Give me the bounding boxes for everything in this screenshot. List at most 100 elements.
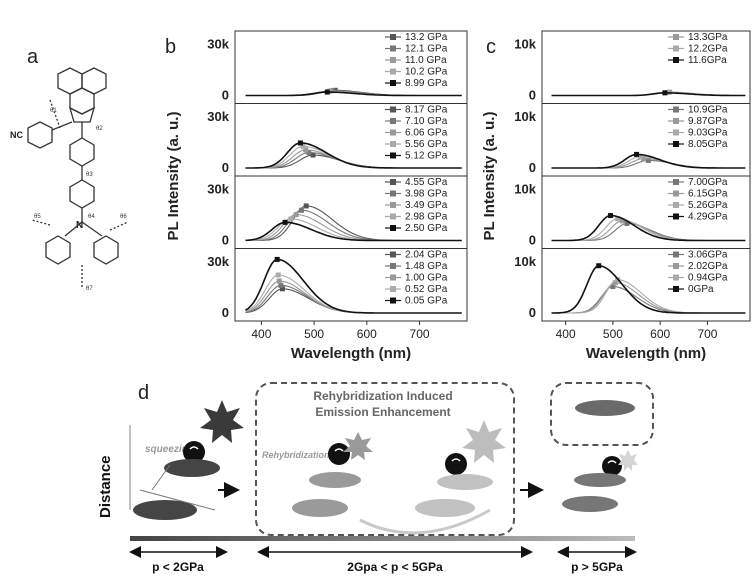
legend-entry: 9.03GPa [688, 128, 728, 139]
emission-star-light [462, 420, 506, 463]
legend-marker [673, 202, 679, 208]
x-tick-label: 700 [697, 327, 717, 341]
legend-entry: 10.2 GPa [405, 67, 448, 78]
y-tick-label: 0 [529, 88, 536, 103]
lower-ellipse-4 [562, 496, 618, 512]
legend-entry: 2.50 GPa [405, 223, 448, 234]
legend-entry: 0.94GPa [688, 273, 728, 284]
panel-letter-d: d [138, 382, 150, 404]
legend-marker [390, 297, 396, 304]
legend-entry: 1.00 GPa [405, 273, 448, 284]
peak-marker [637, 154, 643, 160]
legend-entry: 8.05GPa [688, 139, 728, 150]
squeezing-label: squeezing [145, 444, 194, 455]
y-tick-label: 0 [529, 233, 536, 248]
legend-entry: 0GPa [688, 284, 714, 295]
theta-7: θ7 [86, 286, 93, 292]
molecule-structure: NC N θ1 θ2 θ3 θ4 θ5 θ6 θ7 [10, 67, 129, 292]
emission-star-dark [200, 400, 244, 443]
peak-marker [608, 213, 614, 219]
y-tick-label: 30k [207, 181, 229, 196]
panel-letter-a: a [27, 46, 39, 68]
legend-entry: 7.00GPa [688, 177, 728, 188]
peak-marker [662, 90, 668, 96]
box-title-line1: Rehybridization Induced [313, 389, 452, 403]
spectrum-line [245, 91, 462, 97]
legend-marker [390, 263, 396, 269]
legend-entry: 13.3GPa [688, 32, 728, 43]
peak-marker [612, 280, 618, 286]
legend-entry: 0.52 GPa [405, 284, 448, 295]
upper-ellipse-2 [309, 472, 361, 488]
range-mid: 2Gpa < p < 5GPa [347, 560, 443, 574]
peak-marker [641, 156, 647, 162]
legend-marker [673, 190, 679, 197]
spectrum-line [245, 142, 462, 169]
legend-marker [390, 286, 396, 292]
y-tick-label: 0 [529, 160, 536, 175]
excited-molecule-2 [328, 443, 350, 465]
spectrum-line [551, 264, 746, 314]
y-axis-title: PL Intensity (a. u.) [165, 112, 182, 241]
legend-entry: 4.55 GPa [405, 177, 448, 188]
x-tick-label: 600 [650, 327, 670, 341]
legend-marker [390, 202, 396, 208]
pressure-gradient-bar [130, 536, 635, 541]
peak-marker [282, 219, 288, 225]
theta-2: θ2 [96, 126, 103, 132]
legend-entry: 12.2GPa [688, 44, 728, 55]
legend-entry: 5.56 GPa [405, 139, 448, 150]
legend-marker [390, 80, 396, 86]
legend-entry: 3.98 GPa [405, 189, 448, 200]
emission-star-faint [618, 450, 638, 471]
y-tick-label: 10k [514, 109, 536, 124]
x-axis-title: Wavelength (nm) [586, 345, 706, 362]
peak-marker [645, 157, 651, 163]
theta-1: θ1 [50, 108, 57, 114]
peak-marker [615, 216, 621, 222]
x-axis-title: Wavelength (nm) [291, 345, 411, 362]
legend-marker [673, 286, 679, 292]
rehybridization-box [255, 382, 515, 536]
legend-marker [390, 106, 396, 113]
peak-marker [634, 151, 640, 157]
spectrum-line [551, 222, 746, 242]
legend-entry: 2.98 GPa [405, 212, 448, 223]
peak-marker [619, 218, 625, 224]
y-tick-label: 0 [222, 88, 229, 103]
spectrum-line [245, 221, 462, 242]
box-title-line2: Emission Enhancement [315, 405, 450, 419]
legend-entry: 7.10 GPa [405, 116, 448, 127]
y-tick-label: 0 [222, 160, 229, 175]
legend-entry: 6.15GPa [688, 189, 728, 200]
legend-marker [390, 57, 396, 63]
distance-label: Distance [97, 455, 114, 518]
x-tick-label: 500 [603, 327, 623, 341]
theta-3: θ3 [86, 172, 93, 178]
y-axis-title: PL Intensity (a. u.) [481, 112, 498, 241]
legend-marker [390, 34, 396, 40]
legend-marker [673, 118, 679, 124]
n-label: N [76, 220, 83, 231]
legend-marker [390, 225, 396, 231]
legend-marker [673, 263, 679, 269]
mechanism-diagram: Distance Rehybridization Induced Emissio… [97, 389, 638, 574]
spectrum-line [551, 92, 746, 97]
nc-label: NC [10, 130, 23, 140]
y-tick-label: 30k [207, 36, 229, 51]
legend-marker [390, 274, 396, 281]
excited-molecule-1 [183, 441, 205, 463]
peak-marker [596, 263, 602, 269]
range-high: p > 5GPa [571, 560, 623, 574]
y-tick-label: 0 [529, 305, 536, 320]
legend-entry: 1.48 GPa [405, 261, 448, 272]
legend-marker [390, 118, 396, 124]
legend-marker [390, 190, 396, 197]
legend-marker [390, 179, 396, 185]
peak-marker [288, 216, 294, 222]
peak-marker [624, 220, 630, 226]
panel-letter-c: c [486, 36, 496, 58]
rehybridization-label: Rehybridization [262, 450, 330, 460]
x-tick-label: 400 [556, 327, 576, 341]
x-tick-label: 700 [410, 327, 430, 341]
